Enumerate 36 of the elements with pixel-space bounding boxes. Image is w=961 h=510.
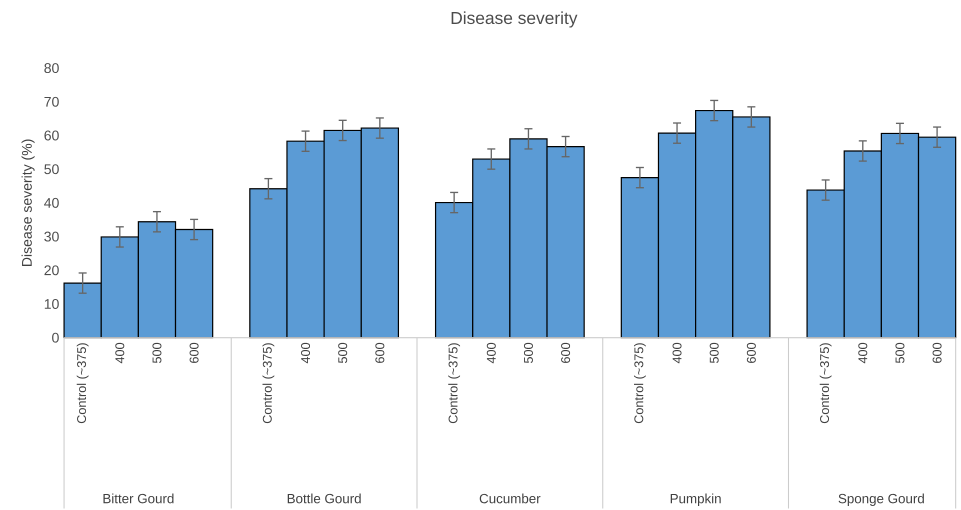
chart-title: Disease severity [452, 11, 578, 28]
text: Bitter Gourd [103, 493, 174, 504]
x-tick-label: 500 [710, 342, 719, 363]
x-tick-label: 600 [375, 342, 384, 363]
x-tick-label: 400 [486, 342, 496, 364]
y-tick-label: 0 [52, 332, 59, 342]
x-tick-label: 400 [115, 342, 124, 364]
x-tick-label: 500 [895, 342, 904, 363]
text: Cucumber [480, 493, 540, 504]
y-tick-label: 80 [44, 62, 59, 73]
text: Bottle Gourd [288, 493, 361, 504]
y-tick-label: 50 [44, 164, 59, 174]
x-tick-label: 600 [746, 342, 756, 363]
x-tick-label: 600 [932, 342, 942, 363]
x-tick-label: 600 [561, 342, 570, 363]
x-tick-label: Control (~375) [262, 343, 274, 423]
x-tick-label: Control (~375) [448, 343, 460, 423]
y-tick-label: 30 [44, 231, 59, 242]
y-axis-title: Disease severity (%) [22, 139, 35, 266]
y-tick-label: 40 [44, 198, 59, 208]
x-tick-label: 500 [152, 342, 162, 363]
x-tick-label: 400 [672, 342, 682, 364]
x-tick-label: Control (~375) [634, 343, 646, 423]
x-tick-label: Control (~375) [820, 343, 832, 423]
y-tick-label: 10 [44, 298, 59, 309]
x-tick-label: 600 [190, 342, 199, 363]
y-tick-label: 20 [44, 265, 59, 276]
y-tick-label: 60 [44, 130, 59, 140]
text: Sponge Gourd [838, 493, 924, 506]
y-tick-label: 70 [44, 96, 59, 107]
x-tick-label: 400 [858, 342, 868, 364]
x-tick-label: Control (~375) [76, 343, 89, 423]
text: Pumpkin [670, 493, 721, 506]
x-tick-label: 400 [301, 342, 310, 364]
x-tick-label: 500 [524, 342, 533, 363]
x-tick-label: 500 [338, 342, 348, 363]
